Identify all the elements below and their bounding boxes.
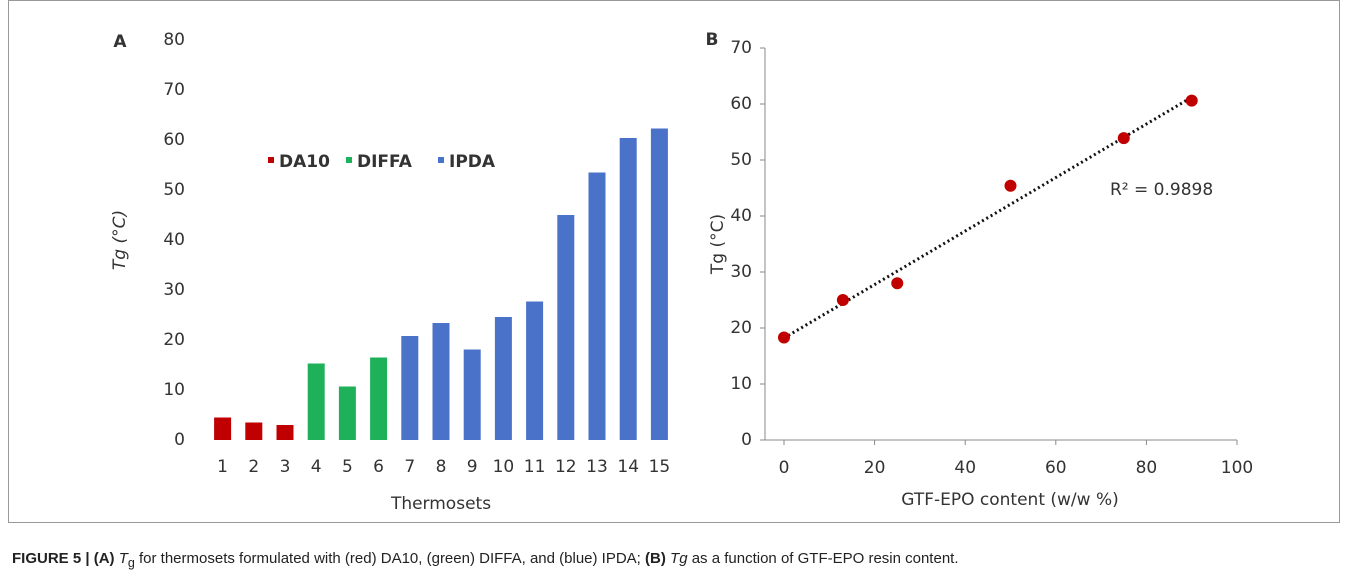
x-tick-label: 8 — [436, 457, 447, 477]
x-axis-label: GTF-EPO content (w/w %) — [901, 490, 1119, 510]
x-tick-label: 60 — [1045, 458, 1067, 478]
trendline — [783, 95, 1193, 340]
y-tick-label: 50 — [163, 180, 185, 200]
caption-t: T — [118, 550, 128, 567]
y-tick-label: 0 — [741, 430, 752, 450]
y-tick-label: 50 — [730, 150, 752, 170]
bar — [401, 336, 419, 440]
bar — [307, 363, 325, 440]
y-tick-label: 70 — [163, 80, 185, 100]
x-tick-label: 14 — [617, 457, 639, 477]
legend-label: IPDA — [449, 152, 496, 172]
x-tick-label: 11 — [524, 457, 546, 477]
x-tick-label: 20 — [864, 458, 886, 478]
legend-swatch — [438, 157, 444, 163]
bar — [557, 215, 575, 440]
x-tick-label: 10 — [493, 457, 515, 477]
panel-label: B — [706, 30, 719, 50]
y-tick-label: 30 — [163, 280, 185, 300]
caption-text: as a function of GTF-EPO resin content. — [687, 550, 959, 567]
bar — [494, 317, 512, 440]
y-axis-label: Tg (°C) — [110, 210, 130, 270]
point — [836, 294, 849, 306]
x-tick-label: 5 — [342, 457, 353, 477]
annotation: R² = 0.9898 — [1110, 180, 1213, 200]
x-tick-label: 80 — [1136, 458, 1158, 478]
y-tick-label: 70 — [730, 38, 752, 58]
x-tick-label: 40 — [954, 458, 976, 478]
y-axis-label: Tg (°C) — [708, 214, 728, 275]
y-tick-label: 60 — [163, 130, 185, 150]
x-tick-label: 7 — [404, 457, 415, 477]
y-tick-label: 80 — [163, 30, 185, 50]
y-tick-label: 40 — [163, 230, 185, 250]
y-tick-label: 40 — [730, 206, 752, 226]
caption-figure: FIGURE 5 | (A) — [12, 550, 119, 567]
legend-label: DIFFA — [357, 152, 413, 172]
y-tick-label: 10 — [730, 374, 752, 394]
x-tick-label: 2 — [248, 457, 259, 477]
x-tick-label: 4 — [311, 457, 322, 477]
x-tick-label: 9 — [467, 457, 478, 477]
x-tick-label: 0 — [779, 458, 790, 478]
point — [1004, 179, 1017, 192]
y-tick-label: 20 — [730, 318, 752, 338]
x-tick-label: 100 — [1221, 458, 1253, 478]
point — [1185, 94, 1198, 107]
point — [778, 331, 790, 344]
legend-label: DA10 — [279, 152, 330, 172]
bar — [650, 128, 668, 440]
point — [1117, 132, 1130, 145]
caption-b: (B) — [645, 550, 671, 567]
caption-sub: g — [127, 556, 135, 570]
panel-label: A — [113, 32, 127, 52]
bar — [245, 422, 263, 440]
x-axis-label: Thermosets — [390, 494, 491, 514]
y-tick-label: 0 — [174, 430, 185, 450]
y-tick-label: 30 — [730, 262, 752, 282]
bar — [338, 386, 356, 440]
bar — [588, 172, 606, 440]
bar — [276, 425, 294, 440]
caption-text: for thermosets formulated with (red) DA1… — [134, 550, 646, 567]
x-tick-label: 3 — [280, 457, 291, 477]
legend-swatch — [346, 157, 352, 163]
x-tick-label: 15 — [649, 457, 671, 477]
bar — [432, 323, 450, 440]
x-tick-label: 13 — [586, 457, 608, 477]
y-tick-label: 10 — [163, 380, 185, 400]
x-tick-label: 12 — [555, 457, 577, 477]
bar — [214, 417, 232, 440]
caption: FIGURE 5 | (A) Tg for thermosets formula… — [12, 550, 959, 570]
figure-border — [8, 0, 1340, 523]
x-tick-label: 6 — [373, 457, 384, 477]
bar — [463, 349, 481, 440]
legend-swatch — [268, 157, 274, 163]
point — [891, 277, 904, 290]
y-tick-label: 60 — [730, 94, 752, 114]
caption-tg: Tg — [670, 550, 688, 567]
bar — [370, 357, 388, 440]
bar — [526, 301, 544, 440]
x-tick-label: 1 — [217, 457, 228, 477]
bar — [619, 138, 637, 440]
y-tick-label: 20 — [163, 330, 185, 350]
